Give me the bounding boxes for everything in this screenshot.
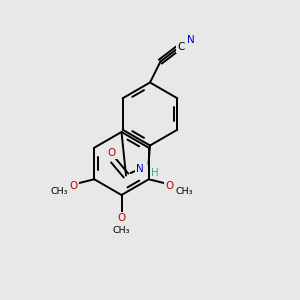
Text: N: N [187, 35, 195, 45]
Text: O: O [166, 181, 174, 191]
Text: CH₃: CH₃ [50, 187, 68, 196]
Text: O: O [69, 181, 77, 191]
Text: O: O [108, 148, 116, 158]
Text: H: H [151, 167, 159, 178]
Text: CH₃: CH₃ [113, 226, 130, 235]
Text: C: C [177, 42, 184, 52]
Text: N: N [136, 164, 144, 175]
Text: O: O [117, 213, 126, 223]
Text: CH₃: CH₃ [175, 187, 193, 196]
